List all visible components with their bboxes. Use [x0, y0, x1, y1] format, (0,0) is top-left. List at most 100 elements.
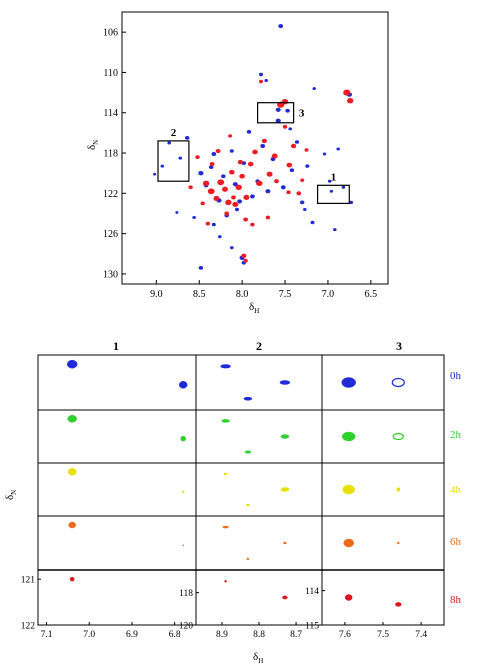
y-tick-label: 118 — [179, 589, 193, 599]
red-peak — [217, 179, 225, 186]
red-peak — [243, 217, 249, 222]
peak-4h — [280, 487, 290, 492]
blue-peak — [160, 164, 165, 168]
blue-peak — [288, 127, 293, 131]
red-peak — [271, 153, 278, 159]
region-box-2 — [157, 140, 190, 182]
peak-6h — [283, 541, 287, 545]
blue-peak — [167, 141, 171, 145]
x-tick-label: 7.5 — [279, 289, 292, 300]
x-tick-label: 7.6 — [339, 630, 351, 640]
x-tick-label: 7.0 — [322, 289, 335, 300]
x-tick-label: 8.7 — [290, 630, 302, 640]
peak-0h — [178, 381, 188, 389]
panel-grid: 7.1 7.0 6.9 6.8 121 122 8.9 8.8 8.7 118 120 7.6 7.5 7… — [21, 354, 445, 640]
red-peak — [266, 171, 273, 177]
red-peak — [229, 169, 235, 175]
blue-peak — [285, 108, 290, 113]
blue-peak — [230, 246, 234, 250]
peak-8h — [282, 595, 288, 600]
red-peak — [347, 97, 354, 104]
peak-0h — [391, 377, 405, 388]
red-peak — [243, 194, 250, 200]
peak-4h — [67, 468, 77, 476]
blue-peak — [341, 185, 346, 189]
red-peak — [281, 98, 289, 105]
peak-2h — [221, 419, 230, 423]
y-tick-label: 114 — [305, 587, 319, 597]
red-peak — [237, 159, 243, 165]
x-tick-label: 6.9 — [126, 630, 138, 640]
x-tick-label: 8.5 — [193, 289, 206, 300]
red-peak — [209, 162, 215, 167]
red-peak — [286, 190, 291, 195]
blue-peak — [333, 228, 337, 232]
red-peak — [228, 134, 233, 138]
blue-peak — [303, 207, 307, 212]
row-label-6h: 6h — [450, 536, 462, 548]
y-tick-label: 110 — [103, 68, 118, 79]
row-label-8h: 8h — [450, 594, 462, 606]
red-peak — [247, 161, 254, 167]
x-tick-label: 8.9 — [216, 630, 228, 640]
blue-peak — [192, 215, 196, 220]
blue-peak — [312, 87, 316, 91]
red-peak — [291, 143, 297, 149]
red-peak — [256, 180, 263, 187]
peak-8h — [395, 602, 402, 607]
panel-frame-1 — [37, 354, 197, 626]
blue-peak — [265, 189, 271, 194]
red-peak — [274, 179, 279, 184]
blue-peak — [198, 170, 204, 176]
panel-frame-2 — [195, 354, 323, 626]
blue-peak — [349, 200, 354, 205]
blue-peak — [294, 140, 300, 144]
red-peak — [304, 148, 309, 152]
peak-0h — [220, 364, 231, 369]
peak-2h — [67, 415, 77, 423]
peak-4h — [396, 487, 401, 492]
red-peak — [200, 201, 205, 206]
y-tick-label: 120 — [179, 622, 194, 632]
x-tick-label: 9.0 — [150, 289, 163, 300]
overview-x-ticks: 9.0 8.5 8.0 7.5 7.0 6.5 — [150, 280, 377, 300]
blue-peak — [336, 147, 341, 151]
blue-peak — [235, 207, 239, 212]
red-peak — [207, 188, 215, 195]
region-box-label-3: 3 — [299, 108, 305, 120]
peak-8h — [69, 576, 75, 582]
red-peak — [188, 185, 193, 190]
x-tick-label: 7.5 — [377, 630, 389, 640]
blue-peak — [221, 174, 226, 179]
blue-peak — [153, 172, 157, 176]
peak-4h — [342, 484, 355, 495]
blue-peak — [260, 143, 266, 149]
peak-6h — [182, 544, 185, 547]
blue-peak — [310, 220, 315, 225]
peak-6h — [246, 557, 250, 561]
row-label-0h: 0h — [450, 370, 462, 382]
red-peak — [286, 162, 293, 168]
blue-peak — [264, 78, 269, 83]
peak-0h — [341, 377, 356, 388]
y-tick-label: 114 — [103, 108, 118, 119]
red-peak — [202, 180, 210, 187]
overview-y-ticks: 106 110 114 118 122 126 130 — [103, 28, 126, 280]
overview-region-boxes: 1 2 3 — [157, 102, 350, 205]
blue-peak — [211, 151, 217, 157]
red-peak — [205, 221, 210, 226]
blue-peak — [211, 222, 216, 227]
red-peak — [224, 211, 230, 216]
row-label-4h: 4h — [450, 484, 462, 496]
peak-8h — [224, 580, 227, 583]
blue-peak — [259, 72, 263, 77]
red-peak — [250, 222, 255, 227]
x-tick-label: 6.8 — [169, 630, 181, 640]
overview-x-axis-label: δH — [249, 301, 259, 315]
peak-0h — [243, 396, 253, 401]
x-tick-label: 7.0 — [83, 630, 95, 640]
y-tick-label: 126 — [103, 229, 118, 240]
red-peak — [243, 258, 248, 263]
